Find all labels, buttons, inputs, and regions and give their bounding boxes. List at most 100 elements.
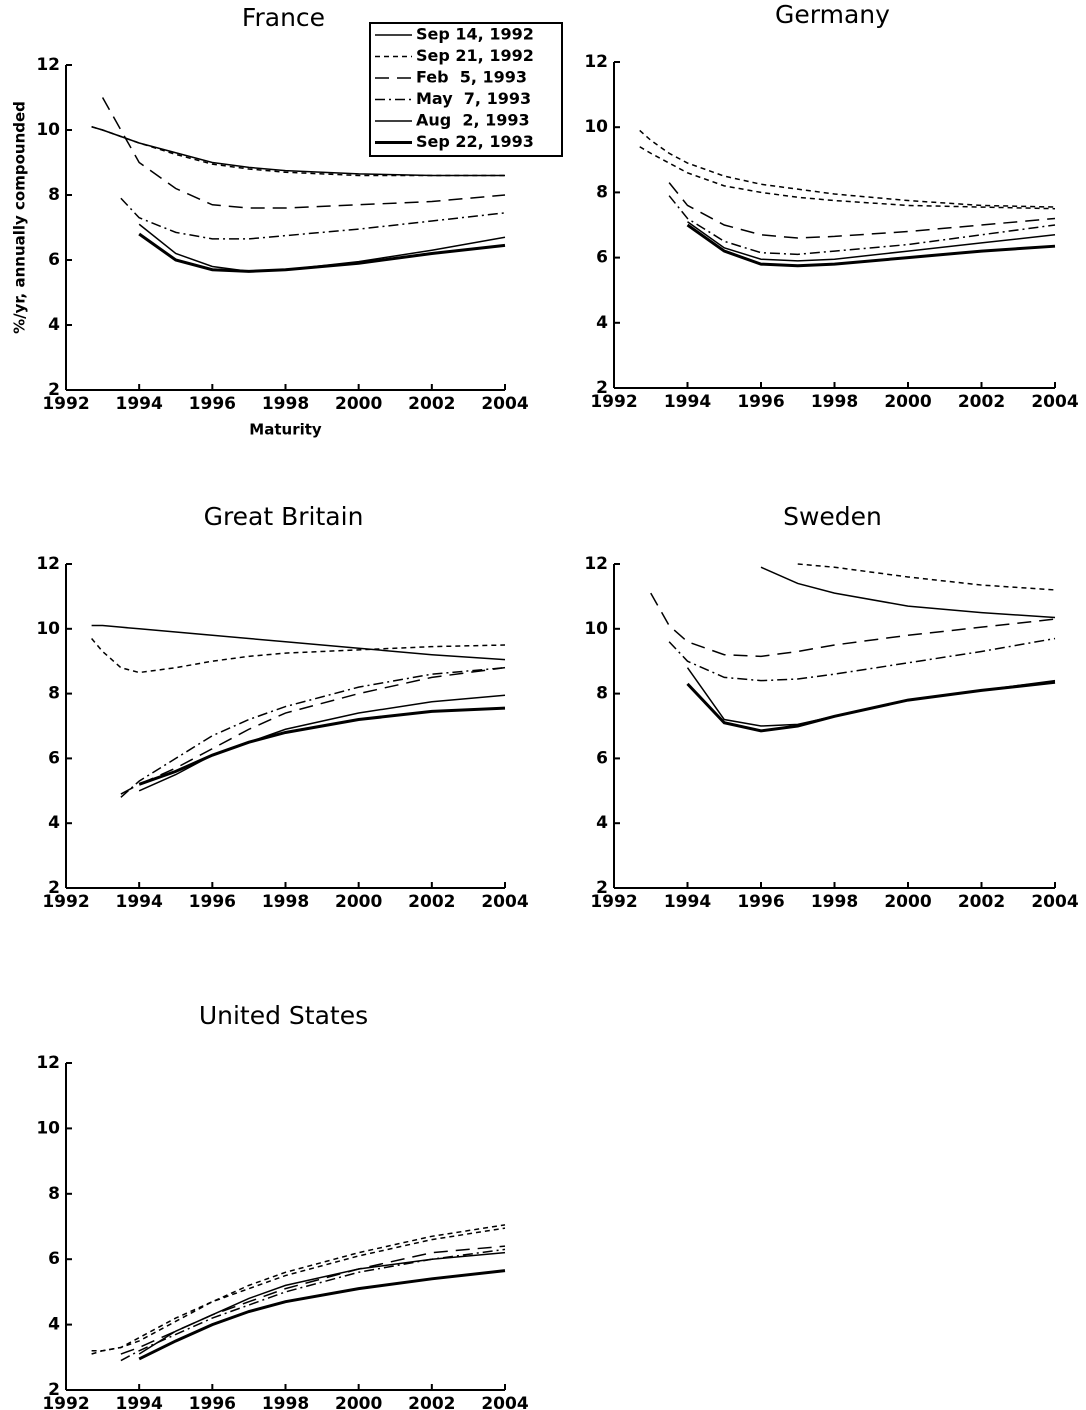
chart-title: Sweden: [783, 502, 882, 531]
series-line: [138, 694, 506, 792]
x-tick-label: 2002: [408, 892, 455, 912]
x-tick-label: 1998: [262, 394, 309, 414]
y-tick-label: 6: [48, 250, 60, 270]
x-tick-label: 1994: [116, 892, 163, 912]
x-tick-label: 1996: [189, 1394, 236, 1410]
series-line: [120, 1248, 506, 1362]
y-tick-label: 2: [596, 878, 608, 898]
y-tick-label: 10: [36, 120, 60, 140]
x-tick-label: 1996: [737, 892, 784, 912]
series-line: [686, 680, 1056, 733]
series-line: [138, 1251, 506, 1355]
y-axis-label: %/yr, annually compounded: [11, 101, 29, 334]
series-line: [138, 1269, 506, 1361]
legend-label: Sep 21, 1992: [416, 46, 534, 65]
x-axis-label: Maturity: [249, 421, 322, 439]
y-tick-label: 12: [36, 1053, 60, 1073]
y-tick-label: 10: [36, 619, 60, 639]
series-line: [138, 232, 506, 273]
x-tick-label: 1998: [262, 892, 309, 912]
series-line: [687, 221, 1056, 262]
legend-label: Sep 14, 1992: [416, 25, 534, 44]
x-tick-label: 2000: [884, 392, 931, 412]
chart-title: United States: [199, 1001, 368, 1030]
series-line: [668, 195, 1056, 256]
y-tick-label: 6: [48, 1249, 60, 1269]
x-tick-label: 2002: [408, 394, 455, 414]
series-line: [138, 706, 506, 786]
y-tick-label: 2: [48, 1380, 60, 1400]
x-tick-label: 1992: [590, 892, 637, 912]
y-tick-label: 4: [48, 813, 60, 833]
series-line: [686, 667, 1056, 727]
y-tick-label: 4: [48, 315, 60, 335]
series-line: [120, 197, 506, 240]
y-tick-label: 8: [48, 684, 60, 704]
x-tick-label: 2000: [335, 394, 382, 414]
y-tick-label: 4: [48, 1315, 60, 1335]
series-line: [639, 146, 1056, 210]
y-tick-label: 8: [596, 684, 608, 704]
y-tick-label: 8: [48, 1184, 60, 1204]
x-tick-label: 2004: [1031, 892, 1078, 912]
series-line: [120, 666, 506, 798]
series-line: [91, 1227, 506, 1352]
legend-label: Feb 5, 1993: [416, 68, 527, 87]
series-line: [639, 129, 1056, 208]
x-tick-label: 2000: [335, 892, 382, 912]
x-tick-label: 1996: [189, 394, 236, 414]
series-line: [650, 592, 1056, 658]
y-tick-label: 12: [584, 52, 608, 72]
chart-title: France: [242, 3, 325, 32]
y-tick-label: 10: [36, 1118, 60, 1138]
x-tick-label: 1992: [590, 392, 637, 412]
chart-title: Germany: [775, 0, 890, 29]
y-tick-label: 6: [48, 748, 60, 768]
x-tick-label: 2004: [481, 892, 528, 912]
x-tick-label: 2004: [481, 394, 528, 414]
legend-label: May 7, 1993: [416, 89, 531, 108]
x-tick-label: 2002: [958, 392, 1005, 412]
x-tick-label: 1998: [811, 892, 858, 912]
x-tick-label: 2002: [408, 1394, 455, 1410]
series-line: [101, 97, 506, 209]
y-tick-label: 4: [596, 813, 608, 833]
legend-box: [369, 22, 563, 157]
series-line: [120, 666, 506, 795]
x-tick-label: 1998: [811, 392, 858, 412]
x-tick-label: 1992: [42, 892, 89, 912]
x-tick-label: 1998: [262, 1394, 309, 1410]
y-tick-label: 10: [584, 117, 608, 137]
y-tick-label: 6: [596, 748, 608, 768]
y-tick-label: 2: [48, 380, 60, 400]
series-line: [120, 1245, 506, 1355]
series-line: [686, 223, 1056, 268]
x-tick-label: 1994: [664, 892, 711, 912]
y-tick-label: 8: [48, 185, 60, 205]
y-tick-label: 12: [36, 554, 60, 574]
series-line: [797, 563, 1056, 591]
x-tick-label: 1996: [189, 892, 236, 912]
y-tick-label: 8: [596, 182, 608, 202]
x-tick-label: 2004: [1031, 392, 1078, 412]
x-tick-label: 1992: [42, 394, 89, 414]
series-line: [760, 566, 1056, 619]
x-tick-label: 1992: [42, 1394, 89, 1410]
series-line: [668, 182, 1056, 239]
x-tick-label: 2002: [958, 892, 1005, 912]
y-tick-label: 12: [36, 55, 60, 75]
y-tick-label: 4: [596, 313, 608, 333]
x-tick-label: 2004: [481, 1394, 528, 1410]
x-tick-label: 2000: [335, 1394, 382, 1410]
x-tick-label: 1994: [116, 1394, 163, 1410]
legend-label: Aug 2, 1993: [416, 111, 530, 130]
chart-title: Great Britain: [204, 502, 364, 531]
x-tick-label: 1994: [116, 394, 163, 414]
series-line: [91, 1224, 506, 1355]
y-tick-label: 2: [48, 878, 60, 898]
x-tick-label: 2000: [884, 892, 931, 912]
series-line: [91, 126, 505, 177]
x-tick-label: 1994: [664, 392, 711, 412]
y-tick-label: 12: [584, 554, 608, 574]
